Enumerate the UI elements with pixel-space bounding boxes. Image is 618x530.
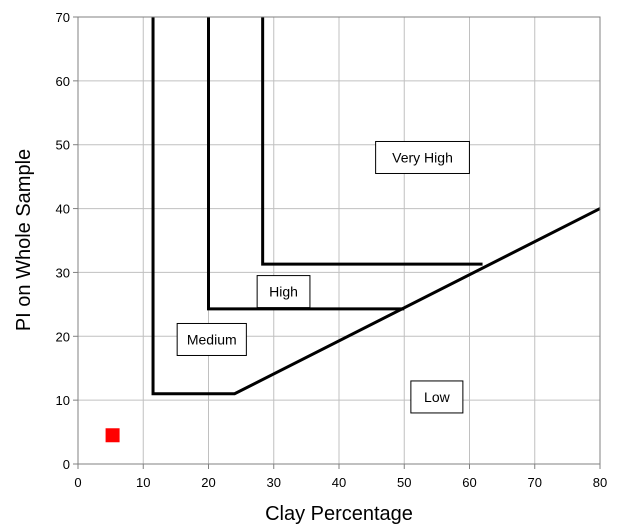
boundary-lines [151,17,601,396]
y-tick-label: 60 [56,74,70,89]
region-labels: Very High High Medium Low [176,140,470,414]
data-points [105,428,120,443]
x-axis-ticks: 0 10 20 30 40 50 60 70 80 [74,464,607,490]
region-label: Medium [187,331,237,347]
region-label-box: High [256,275,311,309]
x-axis-title: Clay Percentage [265,503,413,525]
x-tick-label: 10 [136,475,150,490]
region-label: Low [424,389,451,405]
y-tick-label: 70 [56,10,70,25]
y-tick-label: 20 [56,329,70,344]
y-axis-ticks: 0 10 20 30 40 50 60 70 [56,10,78,472]
x-tick-label: 20 [201,475,215,490]
x-tick-label: 70 [528,475,542,490]
data-point [105,428,120,443]
boundary-line [261,17,483,266]
y-axis-title: PI on Whole Sample [13,149,35,331]
region-label: High [269,284,298,300]
x-tick-label: 50 [397,475,411,490]
region-label-box: Low [410,380,464,414]
region-label-box: Very High [375,140,470,174]
y-tick-label: 50 [56,138,70,153]
y-tick-label: 30 [56,265,70,280]
x-tick-label: 30 [267,475,281,490]
region-box [256,275,311,309]
y-tick-label: 10 [56,393,70,408]
x-tick-label: 60 [462,475,476,490]
y-tick-label: 0 [63,457,70,472]
region-box [375,140,470,174]
y-tick-label: 40 [56,202,70,217]
region-box [410,380,464,414]
boundary-line [207,17,405,311]
boundary-line [151,17,601,396]
x-tick-label: 40 [332,475,346,490]
region-label-box: Medium [176,322,247,356]
x-tick-label: 0 [74,475,81,490]
region-label: Very High [392,149,453,165]
region-box [176,322,247,356]
x-tick-label: 80 [593,475,607,490]
